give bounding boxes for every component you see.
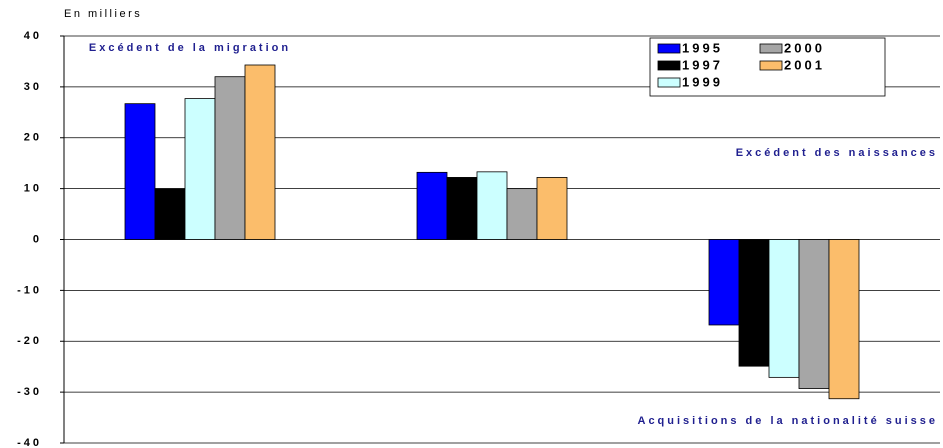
bar: [446, 177, 478, 240]
label-background: [731, 144, 942, 161]
bar: [738, 239, 770, 367]
y-tick-label: -40: [17, 437, 42, 448]
bar: [154, 188, 186, 240]
y-axis-label: En milliers: [64, 8, 142, 20]
y-tick-label: -30: [17, 386, 42, 398]
bar: [244, 64, 276, 240]
category-label: Excédent des naissances: [736, 147, 938, 159]
legend-swatch: [657, 77, 681, 88]
y-tick-label: 30: [24, 81, 42, 93]
legend-label: 2000: [784, 40, 825, 55]
legend-label: 1995: [682, 40, 723, 55]
bar: [798, 239, 830, 389]
y-tick-label: 40: [24, 30, 42, 42]
y-tick-label: 20: [24, 132, 42, 144]
legend-swatch: [759, 43, 783, 54]
bar: [768, 239, 800, 378]
label-background: [84, 39, 296, 56]
bar: [214, 76, 246, 240]
bar: [506, 188, 538, 240]
category-label: Excédent de la migration: [89, 42, 291, 54]
bar: [828, 239, 860, 400]
bar: [184, 98, 216, 240]
y-tick-label: 0: [33, 233, 42, 245]
bar: [708, 239, 740, 326]
legend-label: 2001: [784, 57, 825, 72]
y-tick-label: -20: [17, 335, 42, 347]
bar: [416, 171, 448, 240]
bar: [476, 171, 508, 240]
legend-swatch: [657, 60, 681, 71]
y-tick-label: 10: [24, 183, 42, 195]
category-label: Acquisitions de la nationalité suisse: [638, 415, 939, 427]
legend-swatch: [657, 43, 681, 54]
legend-label: 1997: [682, 57, 723, 72]
legend-swatch: [759, 60, 783, 71]
legend-label: 1999: [682, 74, 723, 89]
label-background: [633, 412, 942, 429]
y-tick-label: -10: [17, 284, 42, 296]
bar: [536, 177, 568, 240]
bar: [124, 103, 156, 240]
